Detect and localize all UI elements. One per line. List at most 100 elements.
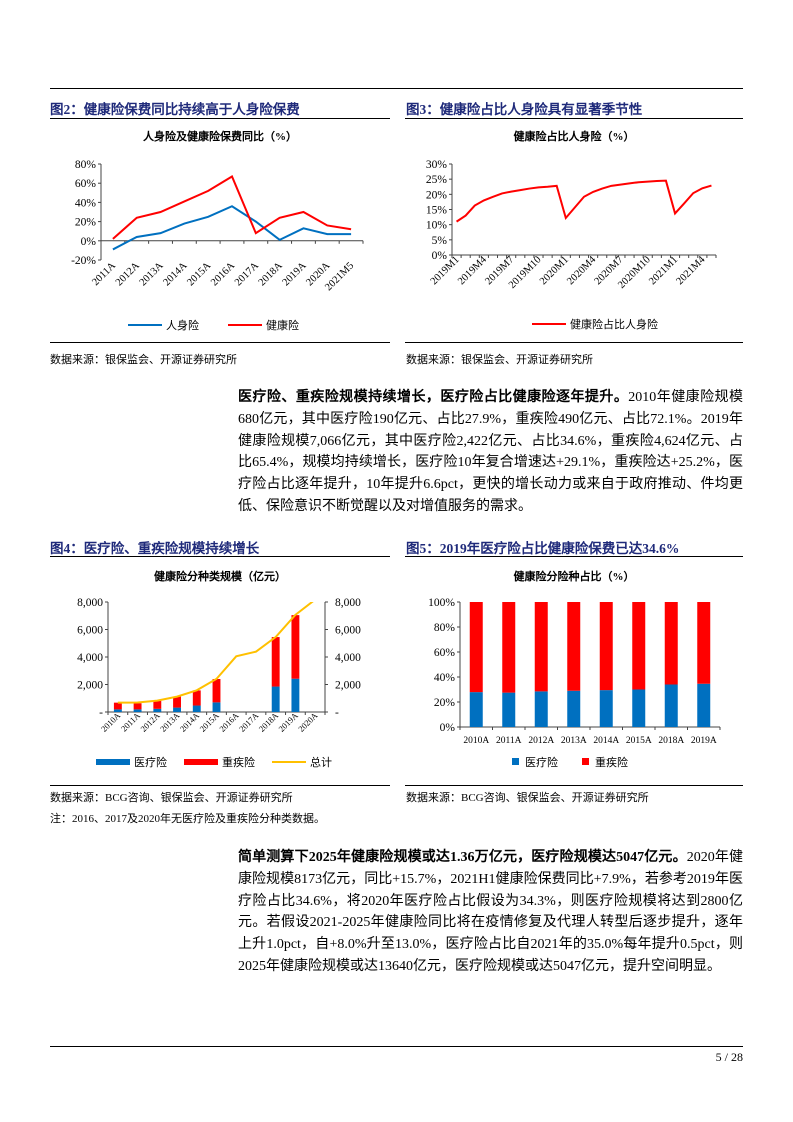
- figure-2-source: 数据来源：银保监会、开源证券研究所: [50, 354, 237, 366]
- y-tick-label: 0%: [432, 250, 448, 262]
- y-tick-label: 40%: [75, 197, 97, 209]
- x-tick-label: 2014A: [593, 736, 619, 746]
- y-tick-label: 80%: [434, 622, 456, 634]
- x-tick-label: 2020M4: [565, 254, 598, 287]
- legend-label: 重疾险: [222, 755, 255, 769]
- x-tick-label: 2016A: [209, 260, 237, 288]
- chart-fig4: 健康险分种类规模（亿元） - - 2,000 2,000 4,000 4,000 6,000 6…: [77, 569, 361, 769]
- x-tick-label: 2018A: [658, 736, 684, 746]
- chart-title: 健康险分险种占比（%）: [514, 569, 635, 583]
- y-tick-label: -20%: [71, 255, 96, 267]
- y-tick-label: 20%: [426, 189, 448, 201]
- bar-医疗险: [697, 683, 711, 727]
- legend-label: 医疗险: [134, 755, 167, 769]
- y-tick-label: 4,000: [77, 652, 103, 664]
- bar-重疾险: [133, 703, 142, 710]
- y-tick-label-right: 6,000: [335, 625, 361, 637]
- x-tick-label: 2018A: [257, 710, 281, 734]
- y-tick-label: 25%: [426, 174, 448, 186]
- bar-医疗险: [534, 691, 548, 727]
- footer-rule: [50, 1046, 743, 1047]
- y-tick-label-right: 4,000: [335, 652, 361, 664]
- figure-4-note: 注：2016、2017及2020年无医疗险及重疾险分种类数据。: [50, 813, 325, 825]
- paragraph-1-lead: 医疗险、重疾险规模持续增长，医疗险占比健康险逐年提升。: [238, 390, 629, 405]
- y-tick-label: 30%: [426, 159, 448, 171]
- bar-重疾险: [153, 700, 162, 709]
- divider: [405, 118, 743, 119]
- bar-医疗险: [133, 709, 142, 712]
- bar-重疾险: [212, 679, 221, 703]
- bar-重疾险: [632, 602, 646, 690]
- paragraph-2-body: 2020年健康险规模8173亿元，同比+15.7%，2021H1健康险保费同比+…: [238, 850, 744, 974]
- y-tick-label-right: 2,000: [335, 680, 361, 692]
- y-tick-label: 10%: [426, 220, 448, 232]
- x-tick-label: 2014A: [178, 710, 202, 734]
- legend-swatch: [582, 758, 589, 765]
- paragraph-2-lead: 简单测算下2025年健康险规模或达1.36万亿元，医疗险规模达5047亿元。: [238, 850, 687, 865]
- chart-title: 人身险及健康险保费同比（%）: [143, 129, 297, 143]
- bar-重疾险: [291, 615, 300, 679]
- figure-4-title: 图4：医疗险、重疾险规模持续增长: [50, 541, 260, 556]
- legend-label: 医疗险: [525, 755, 558, 769]
- page-number: 5 / 28: [715, 1050, 743, 1064]
- bar-医疗险: [173, 707, 181, 712]
- line-人身险: [112, 205, 352, 251]
- y-tick-label: 0%: [81, 236, 97, 248]
- y-tick-label: 2,000: [77, 680, 103, 692]
- legend-label: 健康险占比人身险: [570, 317, 658, 331]
- x-tick-label: 2016A: [217, 710, 241, 734]
- bar-医疗险: [664, 684, 678, 727]
- line-总计: [117, 602, 314, 704]
- bar-重疾险: [271, 637, 280, 687]
- bar-医疗险: [113, 709, 122, 712]
- x-tick-label: 2020M1: [538, 254, 571, 287]
- legend-swatch: [184, 759, 218, 765]
- x-tick-label: 2021M1: [647, 254, 680, 287]
- line-健康险: [112, 175, 352, 240]
- bar-医疗险: [567, 690, 581, 727]
- x-tick-label: 2013A: [561, 736, 587, 746]
- bar-重疾险: [599, 602, 613, 691]
- bar-医疗险: [599, 690, 613, 727]
- x-tick-label: 2013A: [158, 710, 182, 734]
- header-rule: [50, 88, 743, 89]
- legend-label: 健康险: [266, 318, 299, 332]
- paragraph-1-body: 2010年健康险规模680亿元，其中医疗险190亿元、占比27.9%，重疾险49…: [238, 390, 744, 514]
- legend-swatch: [96, 759, 130, 765]
- bar-医疗险: [212, 702, 221, 712]
- divider: [405, 785, 743, 786]
- x-tick-label: 2013A: [138, 260, 166, 288]
- bar-重疾险: [567, 602, 581, 691]
- legend-label: 总计: [310, 755, 332, 769]
- x-tick-label: 2017A: [233, 260, 261, 288]
- legend-swatch: [512, 758, 519, 765]
- y-tick-label: 20%: [75, 217, 97, 229]
- x-tick-label: 2011A: [119, 710, 143, 734]
- x-tick-label: 2019A: [281, 260, 309, 288]
- bar-重疾险: [697, 602, 711, 684]
- bar-医疗险: [192, 705, 201, 712]
- x-tick-label: 2015A: [626, 736, 652, 746]
- y-tick-label-right: 8,000: [335, 597, 361, 609]
- y-tick-label: 100%: [428, 597, 455, 609]
- y-tick-label-right: -: [335, 707, 339, 719]
- chart-title: 健康险占比人身险（%）: [514, 129, 635, 143]
- x-tick-label: 2012A: [138, 710, 162, 734]
- figure-3-source: 数据来源：银保监会、开源证券研究所: [406, 354, 593, 366]
- x-tick-label: 2012A: [114, 260, 142, 288]
- bar-医疗险: [632, 689, 646, 727]
- y-tick-label: 15%: [426, 205, 448, 217]
- y-tick-label: -: [99, 707, 103, 719]
- y-tick-label: 5%: [432, 235, 448, 247]
- bar-医疗险: [291, 678, 300, 712]
- x-tick-label: 2010A: [463, 736, 489, 746]
- figure-5-title: 图5：2019年医疗险占比健康险保费已达34.6%: [406, 541, 680, 556]
- x-tick-label: 2018A: [257, 260, 285, 288]
- x-tick-label: 2015A: [197, 710, 221, 734]
- y-tick-label: 40%: [434, 672, 456, 684]
- divider: [50, 342, 390, 343]
- bar-医疗险: [469, 692, 483, 727]
- divider: [50, 118, 390, 119]
- divider: [50, 785, 390, 786]
